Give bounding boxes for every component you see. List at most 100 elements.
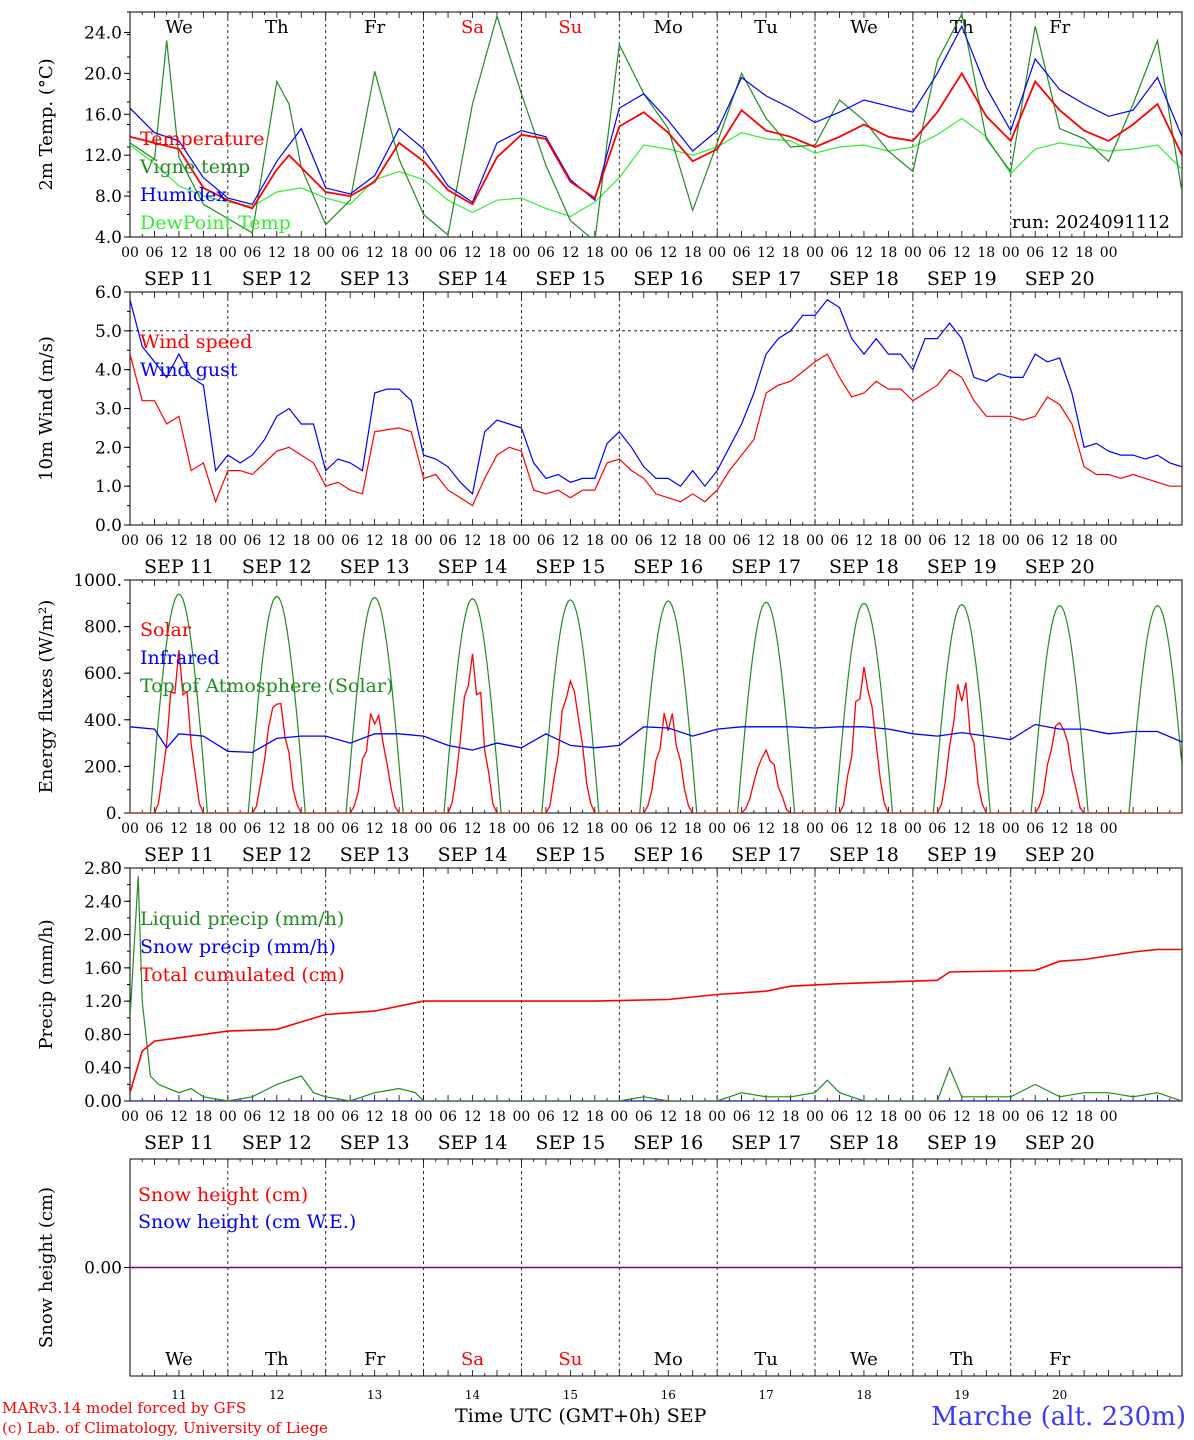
y-tick-label: 0.40 bbox=[84, 1059, 122, 1079]
hour-label: 00 bbox=[708, 1109, 726, 1125]
y-tick-label: 6.0 bbox=[95, 283, 122, 303]
y-tick-label: 0.0 bbox=[95, 516, 122, 536]
series-line-infrared bbox=[130, 723, 1182, 754]
hour-label: 06 bbox=[341, 1109, 359, 1125]
hour-label: 18 bbox=[488, 1109, 506, 1125]
y-tick-label: 4.0 bbox=[95, 228, 122, 248]
date-label: SEP 11 bbox=[144, 556, 214, 578]
legend-entry: Liquid precip (mm/h) bbox=[140, 908, 344, 930]
hour-label: 06 bbox=[635, 245, 653, 261]
legend-entry: Total cumulated (cm) bbox=[140, 964, 345, 986]
date-label: SEP 20 bbox=[1025, 844, 1095, 866]
hour-label: 06 bbox=[341, 245, 359, 261]
hour-label: 18 bbox=[586, 821, 604, 837]
hour-label: 06 bbox=[831, 245, 849, 261]
credit-line-1: MARv3.14 model forced by GFS bbox=[2, 1399, 247, 1417]
hour-label: 18 bbox=[194, 533, 212, 549]
day-number-label: 16 bbox=[661, 1388, 676, 1402]
hour-label: 06 bbox=[146, 821, 164, 837]
date-label: SEP 14 bbox=[438, 844, 508, 866]
hour-label: 06 bbox=[733, 1109, 751, 1125]
legend-entry: Snow precip (mm/h) bbox=[140, 936, 336, 958]
hour-label: 00 bbox=[1002, 1109, 1020, 1125]
hour-label: 00 bbox=[806, 821, 824, 837]
hour-label: 12 bbox=[170, 245, 188, 261]
day-number-label: 15 bbox=[563, 1388, 578, 1402]
hour-label: 18 bbox=[390, 533, 408, 549]
y-tick-label: 24.0 bbox=[84, 23, 122, 43]
hour-label: 12 bbox=[464, 245, 482, 261]
hour-label: 06 bbox=[537, 821, 555, 837]
station-label: Marche (alt. 230m) bbox=[931, 1402, 1186, 1432]
hour-label: 00 bbox=[121, 245, 139, 261]
hour-label: 12 bbox=[953, 533, 971, 549]
y-tick-label: 16.0 bbox=[84, 105, 122, 125]
hour-label: 12 bbox=[366, 821, 384, 837]
hour-label: 18 bbox=[292, 821, 310, 837]
legend-entry: Humidex bbox=[140, 184, 227, 206]
day-number-label: 11 bbox=[171, 1388, 186, 1402]
hour-label: 12 bbox=[757, 533, 775, 549]
hour-label: 06 bbox=[831, 1109, 849, 1125]
y-tick-label: 0.80 bbox=[84, 1025, 122, 1045]
hour-label: 12 bbox=[464, 821, 482, 837]
legend-entry: Wind speed bbox=[140, 331, 252, 353]
date-label: SEP 11 bbox=[144, 844, 214, 866]
hour-label: 18 bbox=[292, 1109, 310, 1125]
y-axis-label: Precip (mm/h) bbox=[36, 919, 57, 1049]
hour-label: 18 bbox=[1075, 821, 1093, 837]
date-label: SEP 12 bbox=[242, 556, 312, 578]
snow-panel: 0.00 Snow height (cm) We 11 Th 12 Fr 13 Sa 14 Su 15… bbox=[36, 1158, 1183, 1402]
hour-label: 06 bbox=[1026, 821, 1044, 837]
hour-label: 06 bbox=[439, 245, 457, 261]
y-tick-label: 0. bbox=[106, 804, 122, 824]
hour-label: 18 bbox=[390, 1109, 408, 1125]
weekday-label: Fr bbox=[364, 1349, 385, 1370]
hour-label: 18 bbox=[977, 533, 995, 549]
y-tick-label: 0.00 bbox=[84, 1259, 122, 1279]
hour-label: 12 bbox=[366, 245, 384, 261]
hour-label: 18 bbox=[390, 245, 408, 261]
date-label: SEP 19 bbox=[927, 268, 997, 290]
precip-series bbox=[130, 876, 1182, 1101]
hour-label: 06 bbox=[733, 821, 751, 837]
hour-label: 12 bbox=[268, 821, 286, 837]
y-tick-label: 2.0 bbox=[95, 438, 122, 458]
date-label: SEP 19 bbox=[927, 1132, 997, 1154]
hour-label: 18 bbox=[977, 245, 995, 261]
date-label: SEP 18 bbox=[829, 844, 899, 866]
hour-label: 00 bbox=[513, 533, 531, 549]
hour-label: 18 bbox=[880, 821, 898, 837]
date-label: SEP 18 bbox=[829, 1132, 899, 1154]
weekday-label: Tu bbox=[754, 1349, 778, 1370]
hour-label: 12 bbox=[855, 1109, 873, 1125]
hour-label: 18 bbox=[586, 533, 604, 549]
hour-label: 18 bbox=[586, 245, 604, 261]
hour-label: 00 bbox=[610, 533, 628, 549]
hour-label: 12 bbox=[659, 821, 677, 837]
hour-label: 06 bbox=[243, 1109, 261, 1125]
hour-label: 00 bbox=[1100, 533, 1118, 549]
hour-label: 06 bbox=[341, 533, 359, 549]
y-tick-label: 200. bbox=[84, 757, 122, 777]
hour-label: 18 bbox=[782, 533, 800, 549]
hour-label: 00 bbox=[513, 821, 531, 837]
hour-label: 12 bbox=[659, 245, 677, 261]
hour-label: 00 bbox=[708, 533, 726, 549]
hour-label: 00 bbox=[806, 533, 824, 549]
hour-label: 06 bbox=[733, 533, 751, 549]
hour-label: 18 bbox=[880, 245, 898, 261]
y-tick-label: 2.40 bbox=[84, 892, 122, 912]
weekday-label: Fr bbox=[364, 17, 385, 38]
date-label: SEP 15 bbox=[535, 268, 605, 290]
hour-label: 00 bbox=[317, 533, 335, 549]
hour-label: 00 bbox=[1100, 821, 1118, 837]
temperature-panel: 4.0 8.0 12.0 16.0 20.0 24.0 2m Temp. (°C) 00 06 1… bbox=[36, 11, 1183, 290]
hour-label: 12 bbox=[170, 533, 188, 549]
hour-label: 06 bbox=[243, 821, 261, 837]
hour-label: 06 bbox=[928, 1109, 946, 1125]
y-axis-label: 2m Temp. (°C) bbox=[36, 58, 57, 190]
hour-label: 18 bbox=[292, 245, 310, 261]
hour-label: 00 bbox=[513, 1109, 531, 1125]
